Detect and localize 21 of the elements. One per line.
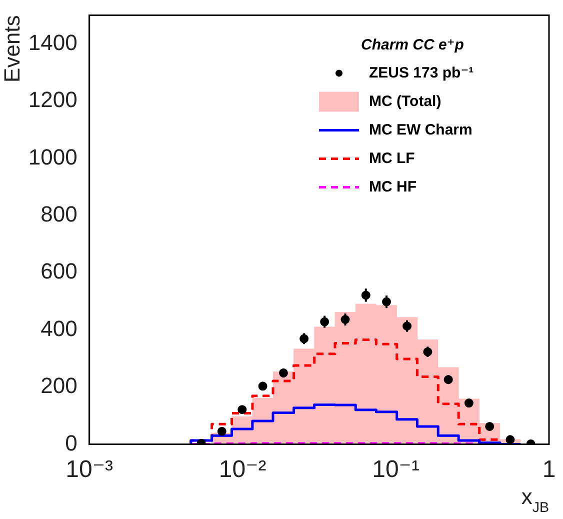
y-axis-title: Events bbox=[0, 15, 24, 82]
y-tick-label: 600 bbox=[40, 258, 78, 284]
y-tick-label: 200 bbox=[40, 373, 78, 398]
x-tick-label: 10⁻¹ bbox=[372, 456, 420, 484]
y-tick-label: 1000 bbox=[28, 144, 78, 170]
legend-label: MC (Total) bbox=[369, 92, 442, 110]
y-tick-label: 800 bbox=[40, 201, 78, 226]
point bbox=[506, 435, 515, 444]
point bbox=[217, 426, 226, 436]
x-tick-label: 10⁻² bbox=[218, 456, 266, 484]
y-tick-label: 1400 bbox=[28, 30, 78, 55]
y-tick-label: 400 bbox=[40, 316, 78, 341]
y-tick-label: 0 bbox=[65, 430, 78, 456]
x-tick-label: 1 bbox=[542, 456, 556, 484]
x-tick-label: 10⁻³ bbox=[66, 456, 114, 484]
legend-label: MC HF bbox=[369, 178, 416, 196]
y-tick-label: 1200 bbox=[28, 87, 78, 112]
legend-title: Charm CC e⁺p bbox=[361, 36, 464, 54]
legend-label: ZEUS 173 pb⁻¹ bbox=[369, 64, 474, 82]
legend-label: MC EW Charm bbox=[369, 121, 472, 138]
legend-label: MC LF bbox=[369, 150, 415, 167]
